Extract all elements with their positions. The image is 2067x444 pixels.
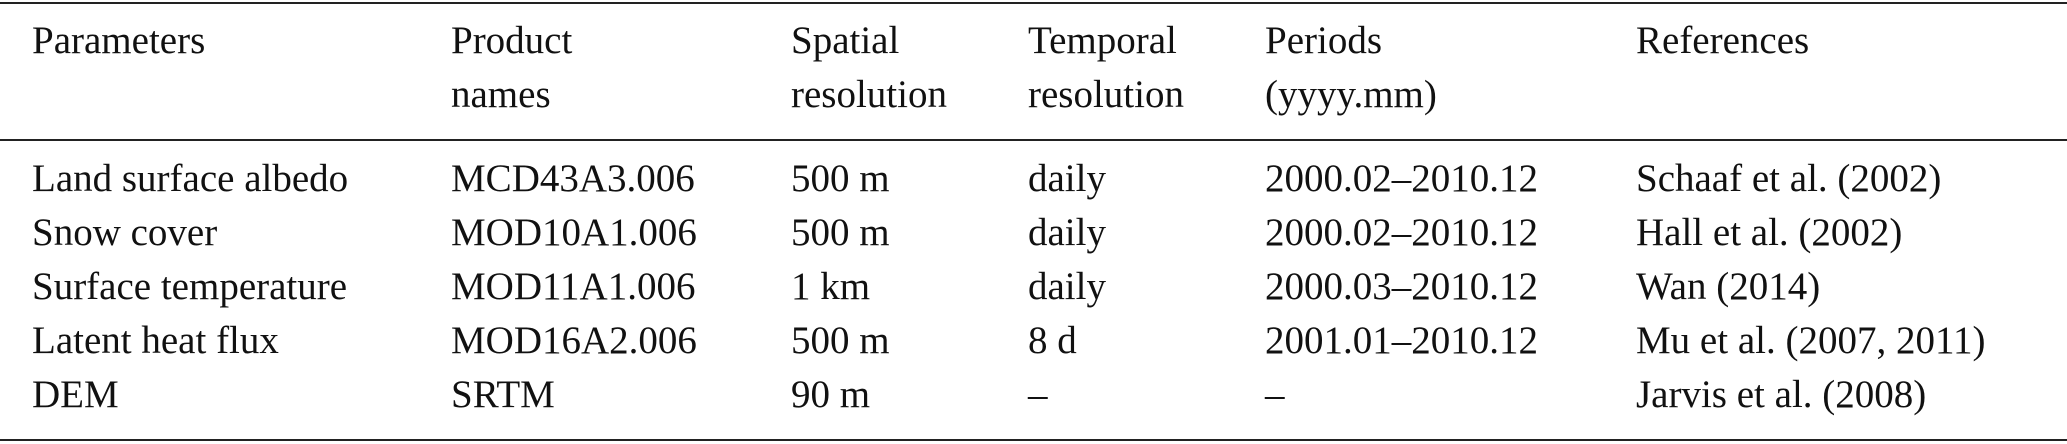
mid-rule [0,139,2067,141]
top-rule [0,2,2067,4]
table-cell: daily [1028,211,1106,254]
table-cell: Snow cover [32,211,218,254]
table-cell: 2000.02–2010.12 [1265,157,1538,200]
header-cell: Spatial [791,19,900,62]
table-cell: Wan (2014) [1636,265,1821,308]
header-cell: names [451,73,551,116]
table-cell: Jarvis et al. (2008) [1636,373,1927,416]
table-cell: MCD43A3.006 [451,157,695,200]
header-cell: References [1636,19,1810,62]
table-cell: – [1265,373,1285,416]
table-cell: 8 d [1028,319,1077,362]
table-cell: daily [1028,265,1106,308]
table-cell: Latent heat flux [32,319,279,362]
table-cell: daily [1028,157,1106,200]
table-cell: 2000.02–2010.12 [1265,211,1538,254]
bottom-rule [0,439,2067,441]
table-cell: Mu et al. (2007, 2011) [1636,319,1986,362]
table-cell: 2001.01–2010.12 [1265,319,1538,362]
table-cell: 1 km [791,265,871,308]
table-cell: MOD10A1.006 [451,211,697,254]
table-cell: 500 m [791,319,890,362]
table-cell: DEM [32,373,119,416]
header-cell: resolution [1028,73,1184,116]
table-cell: MOD16A2.006 [451,319,697,362]
table-cell: Schaaf et al. (2002) [1636,157,1942,200]
header-cell: (yyyy.mm) [1265,73,1437,116]
header-cell: Temporal [1028,19,1177,62]
table-cell: 2000.03–2010.12 [1265,265,1538,308]
table-cell: MOD11A1.006 [451,265,696,308]
table-cell: – [1028,373,1048,416]
header-cell: resolution [791,73,947,116]
header-cell: Periods [1265,19,1382,62]
header-cell: Parameters [32,19,206,62]
table-cell: SRTM [451,373,555,416]
table-cell: 500 m [791,157,890,200]
header-cell: Product [451,19,573,62]
table-cell: Land surface albedo [32,157,349,200]
table-cell: Surface temperature [32,265,348,308]
table-cell: Hall et al. (2002) [1636,211,1903,254]
table-cell: 90 m [791,373,871,416]
table-cell: 500 m [791,211,890,254]
